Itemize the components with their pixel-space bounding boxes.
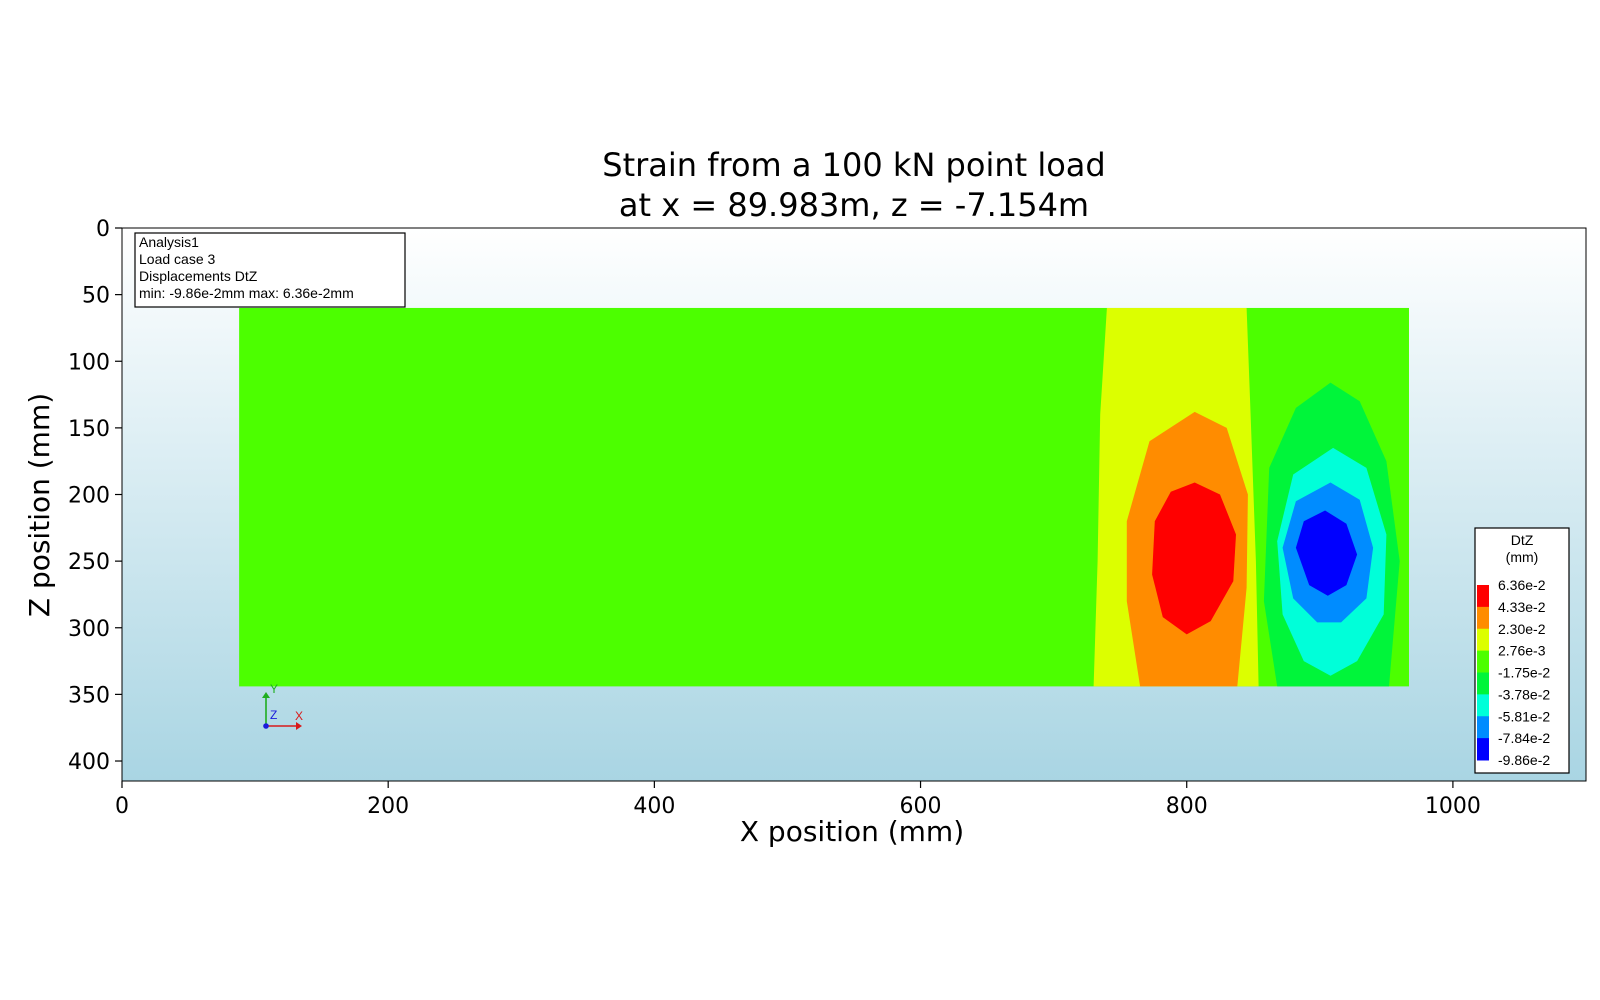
x-tick-label-0: 0: [115, 794, 129, 819]
contour-band-2: [1152, 482, 1236, 635]
y-tick-label-3: 150: [68, 417, 110, 442]
legend-label-3: 2.76e-3: [1498, 643, 1546, 659]
legend-swatch-0: [1477, 585, 1489, 608]
y-tick-label-8: 400: [68, 750, 110, 775]
legend-label-5: -3.78e-2: [1498, 686, 1550, 702]
y-tick-label-7: 350: [68, 683, 110, 708]
x-tick-label-3: 600: [900, 794, 942, 819]
info-min-max: min: -9.86e-2mm max: 6.36e-2mm: [139, 285, 354, 301]
legend-title-line-1: DtZ: [1511, 532, 1534, 548]
triad-y-label: Y: [270, 682, 278, 696]
legend-swatch-7: [1477, 738, 1489, 761]
y-tick-label-5: 250: [68, 550, 110, 575]
color-legend: DtZ (mm) 6.36e-2 4.33e-2 2.30e-2 2.76e-3 -1.…: [1474, 527, 1570, 774]
legend-swatch-6: [1477, 716, 1489, 739]
info-result-type: Displacements DtZ: [139, 268, 258, 284]
y-tick-label-6: 300: [68, 617, 110, 642]
legend-swatch-5: [1477, 694, 1489, 717]
chart-title: Strain from a 100 kN point load at x = 8…: [602, 146, 1105, 224]
y-axis-label: Z position (mm): [23, 393, 56, 617]
x-tick-label-1: 200: [367, 794, 409, 819]
legend-label-6: -5.81e-2: [1498, 708, 1550, 724]
legend-swatch-4: [1477, 672, 1489, 695]
legend-label-0: 6.36e-2: [1498, 577, 1546, 593]
axis-triad: X Y Z: [262, 682, 303, 730]
y-axis-ticks: 0 50 100 150 200 250 300 350 400: [68, 217, 122, 775]
y-tick-label-4: 200: [68, 484, 110, 509]
legend-label-4: -1.75e-2: [1498, 665, 1550, 681]
y-tick-label-1: 50: [82, 284, 110, 309]
legend-label-2: 2.30e-2: [1498, 621, 1546, 637]
x-tick-label-2: 400: [633, 794, 675, 819]
x-axis-label: X position (mm): [740, 815, 964, 848]
y-tick-label-0: 0: [96, 217, 110, 242]
info-analysis: Analysis1: [139, 234, 199, 250]
chart-title-line-2: at x = 89.983m, z = -7.154m: [619, 186, 1089, 224]
legend-label-8: -9.86e-2: [1498, 752, 1550, 768]
plot-content: [239, 307, 1409, 687]
legend-swatch-3: [1477, 650, 1489, 673]
analysis-info-box: Analysis1 Load case 3 Displacements DtZ …: [134, 232, 406, 308]
y-tick-label-2: 100: [68, 350, 110, 375]
contour-band-6: [1295, 510, 1358, 596]
info-load-case: Load case 3: [139, 251, 215, 267]
x-tick-label-4: 800: [1166, 794, 1208, 819]
triad-x-label: X: [295, 709, 303, 723]
legend-swatch-2: [1477, 628, 1489, 652]
legend-swatch-1: [1477, 606, 1489, 630]
triad-z-label: Z: [270, 708, 277, 722]
legend-title-line-2: (mm): [1506, 549, 1539, 565]
chart-title-line-1: Strain from a 100 kN point load: [602, 146, 1105, 184]
legend-label-1: 4.33e-2: [1498, 599, 1546, 615]
x-tick-label-5: 1000: [1425, 794, 1481, 819]
x-axis-ticks: 0 200 400 600 800 1000: [115, 781, 1481, 819]
legend-label-7: -7.84e-2: [1498, 730, 1550, 746]
